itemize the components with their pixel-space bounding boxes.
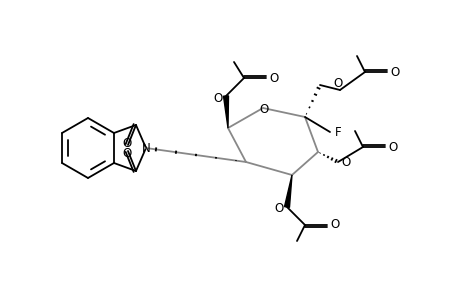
Text: O: O (213, 92, 222, 104)
Polygon shape (223, 96, 228, 128)
Polygon shape (284, 175, 291, 207)
Text: F: F (334, 125, 341, 139)
Text: O: O (330, 218, 339, 232)
Text: O: O (269, 71, 278, 85)
Text: O: O (274, 202, 283, 215)
Text: O: O (390, 65, 399, 79)
Text: O: O (122, 136, 131, 149)
Text: O: O (122, 146, 131, 160)
Text: O: O (333, 76, 342, 89)
Text: O: O (341, 155, 350, 169)
Text: N: N (141, 142, 150, 154)
Text: O: O (387, 140, 397, 154)
Text: O: O (259, 103, 268, 116)
